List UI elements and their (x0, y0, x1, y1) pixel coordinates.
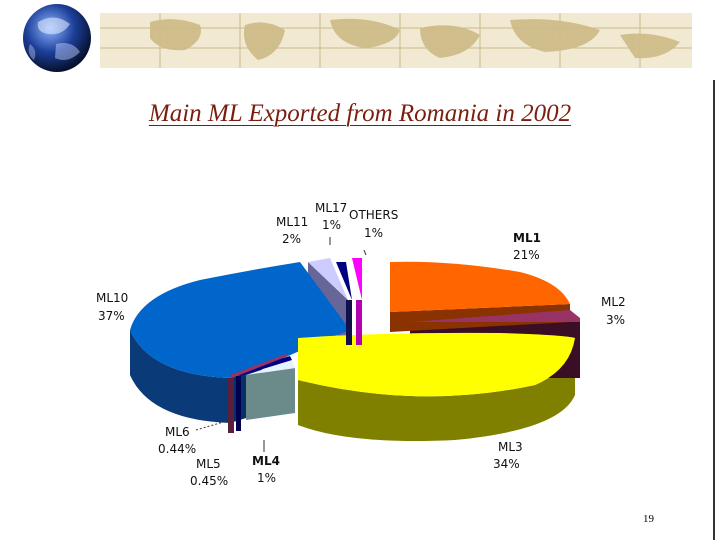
slice-ML3 (298, 332, 575, 397)
slice-ML10 (130, 262, 350, 378)
slice-ML5-side (236, 376, 241, 431)
page-number: 19 (643, 513, 654, 525)
label-ML2-value: 3% (606, 313, 625, 327)
label-ML1-name: ML1 (513, 231, 541, 245)
leader-lines (195, 237, 367, 452)
slice-ML1 (390, 261, 570, 312)
label-OTHERS-value: 1% (364, 226, 383, 240)
slide-title: Main ML Exported from Romania in 2002 (148, 100, 572, 127)
label-ML3-name: ML3 (498, 440, 523, 454)
slice-ML3-side (298, 338, 575, 441)
label-ML6-name: ML6 (165, 425, 190, 439)
globe-icon (23, 4, 91, 72)
label-ML5-name: ML5 (196, 457, 221, 471)
slice-ML4-side (246, 368, 295, 420)
label-ML4-value: 1% (257, 471, 276, 485)
slice-ML6 (230, 354, 288, 378)
slice-ML17 (336, 262, 352, 300)
data-labels: ML1 21% ML2 3% ML3 34% ML4 1% ML5 0.45% … (96, 201, 626, 488)
label-ML2-name: ML2 (601, 295, 626, 309)
label-ML1-value: 21% (513, 248, 540, 262)
slice-ML11 (308, 258, 348, 300)
slice-OTHERS-side (356, 300, 362, 345)
label-ML10-value: 37% (98, 309, 125, 323)
label-ML10-name: ML10 (96, 291, 128, 305)
label-ML11-value: 2% (282, 232, 301, 246)
label-ML6-value: 0.44% (158, 442, 196, 456)
slice-ML5 (238, 356, 292, 376)
label-OTHERS-name: OTHERS (349, 208, 398, 222)
label-ML17-name: ML17 (315, 201, 347, 215)
label-ML11-name: ML11 (276, 215, 308, 229)
label-ML17-value: 1% (322, 218, 341, 232)
slice-ML6-side (228, 378, 234, 433)
label-ML4-name: ML4 (252, 454, 280, 468)
slice-OTHERS (352, 258, 362, 300)
slice-ML4 (246, 360, 295, 375)
header-banner (0, 0, 720, 80)
slice-ML17-side (346, 300, 352, 345)
slice-ML10-side (130, 330, 230, 423)
label-ML5-value: 0.45% (190, 474, 228, 488)
label-ML3-value: 34% (493, 457, 520, 471)
slice-top-layer (130, 258, 580, 397)
slice-ML2 (410, 310, 580, 322)
right-border-line (713, 80, 715, 540)
